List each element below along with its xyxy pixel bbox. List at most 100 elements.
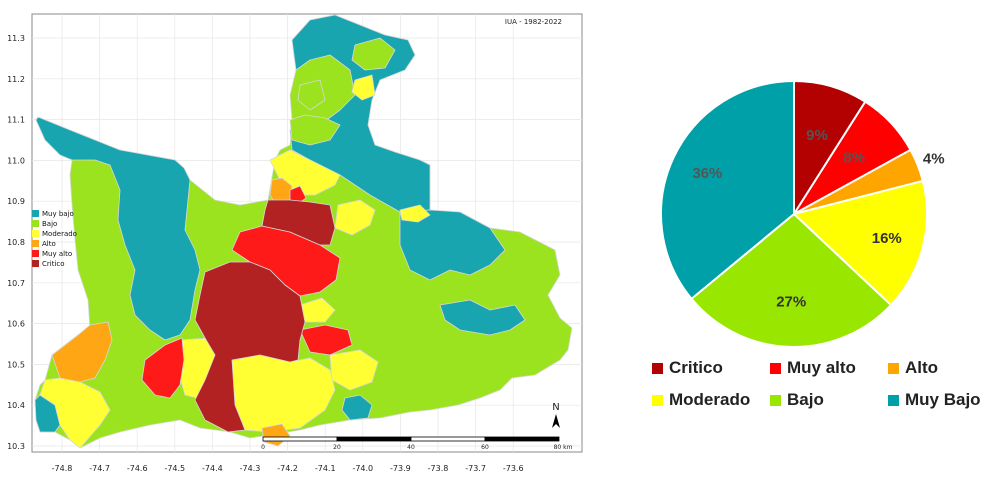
region-muy-bajo-east2 (439, 299, 526, 336)
region-muy-bajo-west (35, 116, 201, 341)
pie-legend-item: Critico (652, 358, 770, 378)
y-tick-label: 10.3 (7, 442, 25, 451)
region-bajo-north1 (351, 37, 396, 71)
x-tick-label: -74.1 (315, 464, 336, 473)
pie-slice-bajo (690, 212, 893, 348)
pie-legend-swatch (652, 362, 663, 374)
pie-legend-item: Alto (888, 358, 998, 378)
pie-legend-item: Bajo (770, 390, 888, 410)
region-muy-alto-2 (141, 337, 185, 399)
iua-map: IUA - 1982-2022 Muy bajo Bajo Moderado Alto… (7, 13, 583, 473)
scale-seg-2 (336, 436, 412, 442)
region-bajo-north2 (289, 114, 341, 146)
region-moderado-sw (39, 377, 111, 449)
pie-data-label: 8% (843, 150, 865, 167)
x-tick-label: -74.3 (240, 464, 261, 473)
map-title: IUA - 1982-2022 (505, 18, 562, 26)
region-muy-alto-3 (299, 324, 353, 356)
x-tick-label: -73.6 (503, 464, 524, 473)
pie-data-label: 4% (923, 151, 945, 168)
scale-label: 0 (261, 444, 265, 451)
region-bajo-north3 (297, 79, 326, 111)
pie-legend-item: Moderado (652, 390, 770, 410)
map-legend-swatch (32, 250, 39, 257)
region-moderado-6 (329, 349, 379, 391)
x-tick-label: -74.0 (352, 464, 373, 473)
north-arrow-icon: N (552, 402, 560, 428)
scale-seg-1 (262, 436, 338, 442)
pie-slice-muy-bajo (660, 79, 795, 301)
pie-chart-panel: 9% 8% 4% 16% 27% 36% Critico Muy alto Alto Moder… (610, 0, 1006, 478)
region-muy-bajo-south (341, 394, 373, 421)
pie-legend-label: Bajo (787, 390, 824, 409)
x-tick-label: -73.7 (465, 464, 486, 473)
pie-legend: Critico Muy alto Alto Moderado Bajo Muy Bajo (652, 352, 1002, 416)
pie-legend-swatch (652, 394, 663, 406)
region-muy-bajo-east (399, 209, 506, 281)
pie-data-label: 27% (776, 294, 806, 311)
x-tick-label: -74.7 (89, 464, 110, 473)
scale-label: 20 (333, 444, 341, 451)
map-legend-label: Critico (42, 260, 65, 268)
pie-legend-label: Moderado (669, 390, 751, 409)
x-tick-label: -74.8 (52, 464, 73, 473)
map-legend-swatch (32, 260, 39, 267)
map-legend-swatch (32, 230, 39, 237)
pie-slice-moderado (791, 179, 928, 307)
pie-legend-label: Critico (669, 358, 723, 377)
map-legend: Muy bajo Bajo Moderado Alto Muy alto Critico (32, 210, 77, 268)
map-legend-label: Alto (42, 240, 56, 248)
pie-chart: 9% 8% 4% 16% 27% 36% (660, 79, 945, 348)
pie-legend-swatch (888, 394, 899, 406)
map-regions (34, 14, 573, 449)
pie-legend-label: Alto (905, 358, 939, 377)
pie-legend-item: Muy alto (770, 358, 888, 378)
map-legend-label: Bajo (42, 220, 57, 228)
scale-seg-3 (410, 436, 486, 442)
pie-legend-row: Critico Muy alto Alto (652, 352, 1002, 384)
map-legend-swatch (32, 240, 39, 247)
region-muy-bajo-north (289, 14, 431, 213)
region-critico-2 (194, 261, 306, 433)
x-tick-label: -73.9 (390, 464, 411, 473)
y-tick-label: 11.3 (7, 34, 25, 43)
y-tick-label: 10.5 (7, 360, 25, 369)
pie-legend-swatch (770, 362, 781, 374)
y-tick-label: 10.9 (7, 197, 25, 206)
y-tick-label: 11.0 (7, 156, 25, 165)
pie-legend-swatch (770, 394, 781, 406)
north-label: N (552, 402, 559, 413)
scale-label: 60 (481, 444, 489, 451)
x-tick-label: -74.2 (277, 464, 298, 473)
x-tick-label: -73.8 (428, 464, 449, 473)
region-moderado-3 (399, 204, 431, 223)
pie-slices (660, 79, 928, 348)
pie-data-label: 36% (692, 165, 722, 182)
scale-label: 40 (407, 444, 415, 451)
pie-legend-swatch (888, 362, 899, 374)
y-tick-label: 10.8 (7, 238, 25, 247)
y-tick-label: 10.6 (7, 320, 25, 329)
map-panel: IUA - 1982-2022 Muy bajo Bajo Moderado Alto… (7, 13, 583, 473)
pie-legend-row: Moderado Bajo Muy Bajo (652, 384, 1002, 416)
north-arrow-shape (552, 414, 560, 428)
x-tick-label: -74.5 (164, 464, 185, 473)
x-tick-label: -74.4 (202, 464, 223, 473)
y-tick-label: 11.2 (7, 75, 25, 84)
y-tick-label: 10.4 (7, 401, 25, 410)
pie-legend-label: Muy Bajo (905, 390, 981, 409)
scale-label: 80 km (554, 444, 573, 451)
pie-data-label: 9% (806, 127, 828, 144)
scale-seg-4 (484, 436, 560, 442)
pie-labels: 9% 8% 4% 16% 27% 36% (692, 127, 944, 311)
pie-data-label: 16% (872, 230, 902, 247)
region-alto-1 (51, 321, 113, 383)
pie-legend-label: Muy alto (787, 358, 856, 377)
scale-bar: 0 20 40 60 80 km (261, 436, 573, 451)
map-legend-label: Muy bajo (42, 210, 74, 218)
region-moderado-north (351, 74, 376, 101)
region-critico-1 (261, 199, 336, 246)
y-tick-label: 10.7 (7, 279, 25, 288)
pie-legend-item: Muy Bajo (888, 390, 998, 410)
map-legend-swatch (32, 220, 39, 227)
